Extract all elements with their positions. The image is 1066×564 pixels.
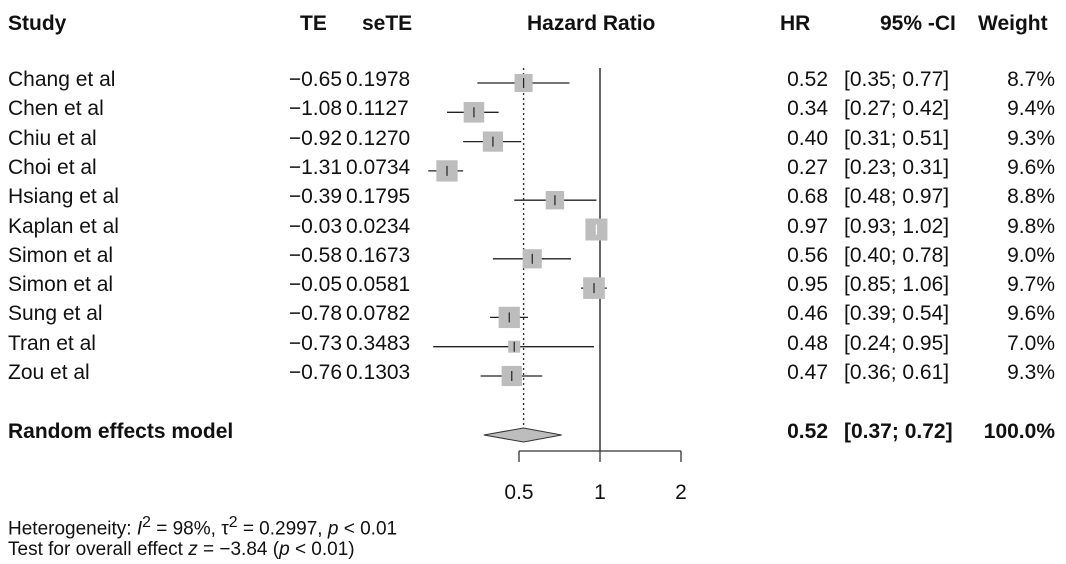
- study-te: −1.31: [288, 155, 342, 179]
- study-row: Simon et al −0.58 0.1673 0.56 [0.40; 0.78] 9.…: [0, 244, 1066, 273]
- tick-label-1: 1: [594, 481, 606, 504]
- study-weight: 9.3%: [1007, 361, 1055, 384]
- study-hr: 0.47: [787, 361, 828, 384]
- overall-effect-note: Test for overall effect z = −3.84 (p < 0…: [8, 539, 355, 560]
- study-name: Chang et al: [8, 68, 116, 91]
- study-ci: [0.36; 0.61]: [844, 361, 950, 384]
- study-sete: 0.0581: [346, 273, 411, 297]
- study-weight: 9.6%: [1007, 302, 1055, 326]
- study-weight: 7.0%: [1007, 331, 1055, 355]
- study-ci: [0.35; 0.77]: [844, 68, 950, 91]
- study-te: −0.73: [288, 331, 342, 355]
- study-sete: 0.0734: [346, 155, 411, 179]
- study-te: −0.76: [288, 361, 342, 384]
- study-name: Hsiang et al: [8, 185, 119, 209]
- study-hr: 0.40: [787, 126, 828, 150]
- study-weight: 9.0%: [1007, 243, 1055, 267]
- study-hr: 0.97: [787, 214, 828, 238]
- header-sete: seTE: [362, 12, 413, 35]
- study-te: −0.92: [288, 126, 342, 150]
- study-weight: 8.7%: [1007, 68, 1055, 91]
- study-weight: 8.8%: [1007, 185, 1055, 209]
- study-ci: [0.40; 0.78]: [844, 243, 950, 267]
- study-sete: 0.1127: [346, 97, 409, 121]
- study-sete: 0.0782: [346, 302, 411, 326]
- study-weight: 9.8%: [1007, 214, 1055, 238]
- summary-diamond: [483, 427, 562, 443]
- study-ci: [0.85; 1.06]: [844, 273, 950, 297]
- header-hazard-ratio: Hazard Ratio: [527, 12, 656, 35]
- study-row: Hsiang et al −0.39 0.1795 0.68 [0.48; 0.97] 8…: [0, 185, 1066, 214]
- study-name: Simon et al: [8, 273, 114, 297]
- study-row: Simon et al −0.05 0.0581 0.95 [0.85; 1.06] 9.…: [0, 273, 1066, 302]
- study-hr: 0.56: [787, 243, 828, 267]
- study-row: Choi et al −1.31 0.0734 0.27 [0.23; 0.31] 9.6…: [0, 156, 1066, 185]
- study-te: −0.03: [288, 214, 342, 238]
- study-row: Chiu et al −0.92 0.1270 0.40 [0.31; 0.51] 9.3…: [0, 127, 1066, 156]
- study-name: Choi et al: [8, 155, 97, 179]
- study-row: Kaplan et al −0.03 0.0234 0.97 [0.93; 1.02] 9…: [0, 215, 1066, 244]
- summary-row: Random effects model 0.52 [0.37; 0.72] 1…: [0, 420, 1066, 449]
- study-te: −0.58: [288, 243, 342, 267]
- summary-hr: 0.52: [787, 420, 828, 443]
- study-hr: 0.95: [787, 273, 828, 297]
- study-hr: 0.27: [787, 155, 828, 179]
- study-sete: 0.1303: [346, 361, 411, 384]
- study-weight: 9.6%: [1007, 155, 1055, 179]
- study-hr: 0.68: [787, 185, 828, 209]
- study-row: Zou et al −0.76 0.1303 0.47 [0.36; 0.61] 9.3%: [0, 361, 1066, 390]
- study-hr: 0.46: [787, 302, 828, 326]
- study-sete: 0.1795: [346, 185, 411, 209]
- study-ci: [0.31; 0.51]: [844, 126, 950, 150]
- study-name: Sung et al: [8, 302, 103, 326]
- tick-label-2: 2: [675, 481, 687, 504]
- header-te: TE: [300, 12, 327, 35]
- study-ci: [0.23; 0.31]: [844, 155, 950, 179]
- study-name: Zou et al: [8, 361, 90, 384]
- summary-weight: 100.0%: [983, 420, 1055, 443]
- study-te: −0.78: [288, 302, 342, 326]
- study-name: Tran et al: [8, 331, 96, 355]
- summary-label: Random effects model: [8, 420, 234, 443]
- heterogeneity-note: Heterogeneity: I2 = 98%, τ2 = 0.2997, p …: [8, 514, 398, 540]
- study-sete: 0.0234: [346, 214, 411, 238]
- study-te: −1.08: [288, 97, 342, 121]
- study-te: −0.05: [288, 273, 342, 297]
- study-ci: [0.24; 0.95]: [844, 331, 950, 355]
- study-ci: [0.39; 0.54]: [844, 302, 950, 326]
- study-hr: 0.48: [787, 331, 828, 355]
- study-row: Sung et al −0.78 0.0782 0.46 [0.39; 0.54] 9.6…: [0, 302, 1066, 331]
- study-te: −0.39: [288, 185, 342, 209]
- study-weight: 9.4%: [1007, 97, 1055, 121]
- study-sete: 0.1673: [346, 243, 411, 267]
- study-row: Tran et al −0.73 0.3483 0.48 [0.24; 0.95] 7.0…: [0, 332, 1066, 361]
- header-hr: HR: [780, 12, 811, 35]
- study-sete: 0.3483: [346, 331, 411, 355]
- study-sete: 0.1978: [346, 68, 411, 91]
- study-name: Chiu et al: [8, 126, 97, 150]
- study-weight: 9.7%: [1007, 273, 1055, 297]
- study-weight: 9.3%: [1007, 126, 1055, 150]
- header-ci: 95% -CI: [880, 12, 956, 35]
- study-te: −0.65: [288, 68, 342, 91]
- study-sete: 0.1270: [346, 126, 411, 150]
- study-ci: [0.48; 0.97]: [844, 185, 950, 209]
- tick-label-0.5: 0.5: [504, 481, 534, 504]
- study-name: Simon et al: [8, 243, 114, 267]
- study-row: Chang et al −0.65 0.1978 0.52 [0.35; 0.77] 8.…: [0, 68, 1066, 97]
- study-ci: [0.93; 1.02]: [844, 214, 950, 238]
- summary-ci: [0.37; 0.72]: [844, 420, 953, 443]
- study-name: Chen et al: [8, 97, 104, 121]
- study-hr: 0.52: [787, 68, 828, 91]
- study-row: Chen et al −1.08 0.1127 0.34 [0.27; 0.42] 9.4…: [0, 97, 1066, 126]
- header-study: Study: [8, 12, 67, 35]
- study-hr: 0.34: [787, 97, 828, 121]
- study-ci: [0.27; 0.42]: [844, 97, 950, 121]
- header-weight: Weight: [978, 12, 1048, 35]
- study-name: Kaplan et al: [8, 214, 119, 238]
